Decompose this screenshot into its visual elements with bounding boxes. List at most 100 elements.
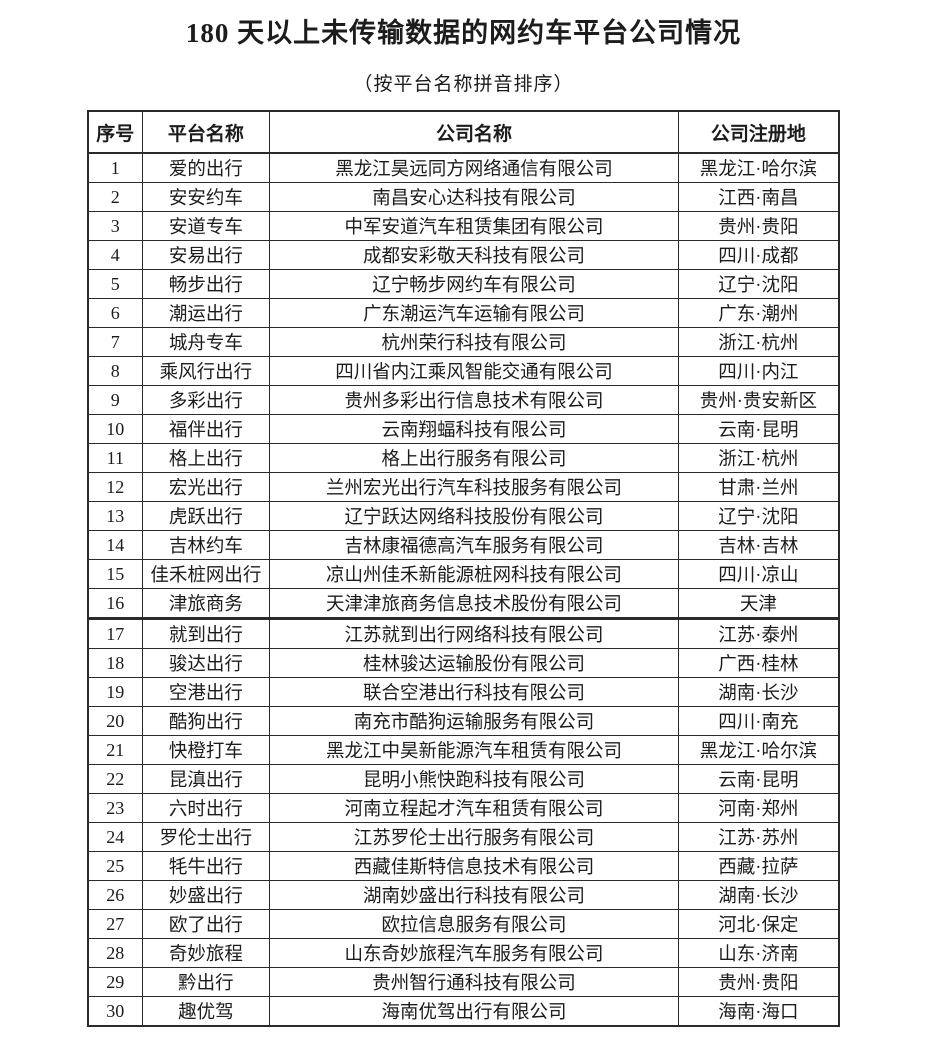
cell-registration: 江苏·泰州 [677,617,840,650]
table-row: 1 爱的出行 黑龙江昊远同方网络通信有限公司 黑龙江·哈尔滨 [87,152,840,184]
cell-platform-name: 酷狗出行 [141,706,271,737]
cell-platform-name: 就到出行 [141,617,271,650]
cell-platform-name: 宏光出行 [141,472,271,503]
cell-index: 9 [87,385,143,416]
cell-platform-name: 昆滇出行 [141,764,271,795]
cell-index: 13 [87,501,143,532]
table-row: 21 快橙打车 黑龙江中昊新能源汽车租赁有限公司 黑龙江·哈尔滨 [87,735,840,766]
cell-registration: 黑龙江·哈尔滨 [677,735,840,766]
cell-company-name: 吉林康福德高汽车服务有限公司 [269,530,679,561]
cell-platform-name: 快橙打车 [141,735,271,766]
cell-registration: 广东·潮州 [677,298,840,329]
col-header-index: 序号 [87,110,143,155]
cell-platform-name: 津旅商务 [141,588,271,620]
cell-registration: 贵州·贵安新区 [677,385,840,416]
cell-platform-name: 牦牛出行 [141,851,271,882]
cell-company-name: 杭州荣行科技有限公司 [269,327,679,358]
cell-company-name: 辽宁畅步网约车有限公司 [269,269,679,300]
cell-platform-name: 多彩出行 [141,385,271,416]
table-row: 20 酷狗出行 南充市酷狗运输服务有限公司 四川·南充 [87,706,840,737]
platform-table: 序号 平台名称 公司名称 公司注册地 1 爱的出行 黑龙江昊远同方网络通信有限公司黑… [87,110,840,1028]
cell-registration: 四川·内江 [677,356,840,387]
cell-company-name: 南昌安心达科技有限公司 [269,182,679,213]
cell-index: 20 [87,706,143,737]
table-row: 2 安安约车 南昌安心达科技有限公司 江西·南昌 [87,182,840,213]
cell-company-name: 中军安道汽车租赁集团有限公司 [269,211,679,242]
cell-registration: 云南·昆明 [677,764,840,795]
cell-registration: 西藏·拉萨 [677,851,840,882]
table-row: 4 安易出行 成都安彩敬天科技有限公司 四川·成都 [87,240,840,271]
col-header-registration: 公司注册地 [677,110,840,155]
cell-registration: 贵州·贵阳 [677,967,840,998]
cell-company-name: 四川省内江乘风智能交通有限公司 [269,356,679,387]
cell-company-name: 桂林骏达运输股份有限公司 [269,648,679,679]
cell-company-name: 江苏罗伦士出行服务有限公司 [269,822,679,853]
cell-registration: 甘肃·兰州 [677,472,840,503]
cell-index: 15 [87,559,143,590]
cell-registration: 黑龙江·哈尔滨 [677,152,840,184]
cell-registration: 四川·成都 [677,240,840,271]
cell-platform-name: 城舟专车 [141,327,271,358]
cell-index: 6 [87,298,143,329]
cell-index: 3 [87,211,143,242]
cell-company-name: 贵州智行通科技有限公司 [269,967,679,998]
cell-platform-name: 安道专车 [141,211,271,242]
cell-index: 12 [87,472,143,503]
cell-registration: 浙江·杭州 [677,327,840,358]
table-row: 3 安道专车 中军安道汽车租赁集团有限公司 贵州·贵阳 [87,211,840,242]
table-row: 26 妙盛出行 湖南妙盛出行科技有限公司 湖南·长沙 [87,880,840,911]
table-row: 8 乘风行出行 四川省内江乘风智能交通有限公司 四川·内江 [87,356,840,387]
cell-company-name: 河南立程起才汽车租赁有限公司 [269,793,679,824]
cell-registration: 四川·南充 [677,706,840,737]
cell-index: 30 [87,996,143,1027]
cell-index: 29 [87,967,143,998]
cell-company-name: 山东奇妙旅程汽车服务有限公司 [269,938,679,969]
cell-registration: 广西·桂林 [677,648,840,679]
cell-registration: 辽宁·沈阳 [677,501,840,532]
table-row: 14 吉林约车 吉林康福德高汽车服务有限公司 吉林·吉林 [87,530,840,561]
cell-registration: 河北·保定 [677,909,840,940]
cell-index: 8 [87,356,143,387]
cell-platform-name: 安易出行 [141,240,271,271]
cell-company-name: 凉山州佳禾新能源桩网科技有限公司 [269,559,679,590]
cell-platform-name: 安安约车 [141,182,271,213]
cell-registration: 天津 [677,588,840,620]
cell-registration: 贵州·贵阳 [677,211,840,242]
table-row: 30 趣优驾 海南优驾出行有限公司 海南·海口 [87,996,840,1027]
cell-index: 1 [87,152,143,184]
cell-platform-name: 虎跃出行 [141,501,271,532]
cell-platform-name: 妙盛出行 [141,880,271,911]
table-row: 10 福伴出行 云南翔蝠科技有限公司 云南·昆明 [87,414,840,445]
cell-company-name: 广东潮运汽车运输有限公司 [269,298,679,329]
table-row: 16 津旅商务 天津津旅商务信息技术股份有限公司 天津 [87,588,840,620]
col-header-platform: 平台名称 [141,110,271,155]
cell-index: 23 [87,793,143,824]
cell-company-name: 南充市酷狗运输服务有限公司 [269,706,679,737]
cell-index: 16 [87,588,143,620]
table-body: 1 爱的出行 黑龙江昊远同方网络通信有限公司 黑龙江·哈尔滨 2 安安约车 南昌安心达科技有… [87,152,840,1027]
cell-platform-name: 潮运出行 [141,298,271,329]
cell-company-name: 黑龙江昊远同方网络通信有限公司 [269,152,679,184]
cell-registration: 湖南·长沙 [677,677,840,708]
page-subtitle: （按平台名称拼音排序） [353,74,574,96]
table-row: 23 六时出行 河南立程起才汽车租赁有限公司 河南·郑州 [87,793,840,824]
cell-index: 10 [87,414,143,445]
cell-company-name: 湖南妙盛出行科技有限公司 [269,880,679,911]
cell-index: 26 [87,880,143,911]
cell-platform-name: 空港出行 [141,677,271,708]
cell-platform-name: 欧了出行 [141,909,271,940]
cell-platform-name: 畅步出行 [141,269,271,300]
page-title: 180 天以上未传输数据的网约车平台公司情况 [185,18,742,48]
cell-registration: 海南·海口 [677,996,840,1027]
table-row: 11 格上出行 格上出行服务有限公司 浙江·杭州 [87,443,840,474]
table-row: 9 多彩出行 贵州多彩出行信息技术有限公司 贵州·贵安新区 [87,385,840,416]
table-row: 12 宏光出行 兰州宏光出行汽车科技服务有限公司 甘肃·兰州 [87,472,840,503]
cell-company-name: 兰州宏光出行汽车科技服务有限公司 [269,472,679,503]
table-row: 22 昆滇出行 昆明小熊快跑科技有限公司 云南·昆明 [87,764,840,795]
cell-registration: 云南·昆明 [677,414,840,445]
cell-index: 24 [87,822,143,853]
cell-index: 7 [87,327,143,358]
cell-company-name: 格上出行服务有限公司 [269,443,679,474]
col-header-company: 公司名称 [269,110,679,155]
